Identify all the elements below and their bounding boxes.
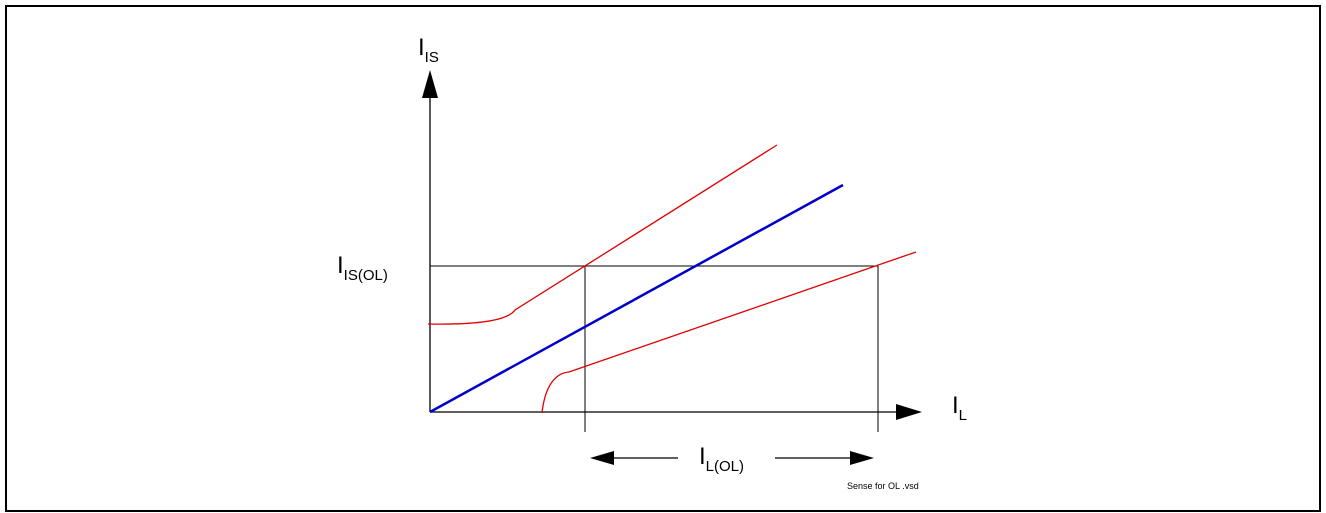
- y-axis-label-sub: IS: [424, 49, 439, 66]
- diagram-frame: [5, 5, 1321, 512]
- nominal-sense-line: [429, 183, 844, 414]
- range-right-arrowhead: [850, 451, 874, 465]
- x-axis-label-sub: L: [958, 407, 968, 424]
- file-name-note: Sense for OL .vsd: [847, 481, 919, 491]
- open-load-range-label-sub: L(OL): [705, 458, 745, 475]
- x-axis-label-main: I: [952, 392, 959, 419]
- range-left-arrowhead: [590, 451, 614, 465]
- upper-tolerance-curve: [427, 144, 778, 325]
- open-load-range-label: IL(OL): [699, 443, 744, 475]
- y-axis-label: IIS: [418, 34, 439, 66]
- y-axis-label-main: I: [418, 34, 425, 61]
- threshold-current-label-main: I: [337, 252, 344, 279]
- threshold-current-label-sub: IS(OL): [343, 267, 388, 284]
- y-axis-arrowhead: [422, 70, 438, 98]
- x-axis-arrowhead: [896, 404, 922, 420]
- lower-tolerance-curve: [541, 251, 917, 414]
- open-load-range-label-main: I: [699, 443, 706, 470]
- threshold-current-label: IIS(OL): [337, 252, 388, 284]
- x-axis-label: IL: [952, 392, 967, 424]
